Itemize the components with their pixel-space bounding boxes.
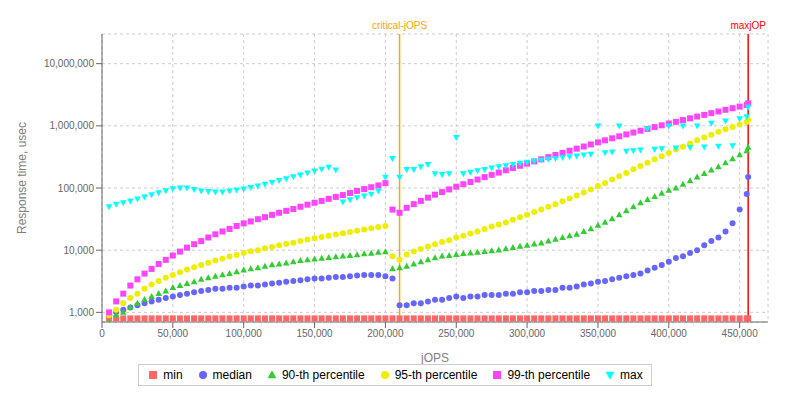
svg-text:10,000,000: 10,000,000 xyxy=(44,58,94,69)
svg-text:50,000: 50,000 xyxy=(158,328,189,339)
svg-text:400,000: 400,000 xyxy=(651,328,688,339)
svg-text:150,000: 150,000 xyxy=(296,328,333,339)
svg-text:Response time, usec: Response time, usec xyxy=(15,122,29,234)
html-text:99-th percentile: 99-th percentile xyxy=(507,368,591,382)
svg-text:100,000: 100,000 xyxy=(58,183,95,194)
svg-text:0: 0 xyxy=(99,328,105,339)
svg-text:1,000,000: 1,000,000 xyxy=(50,120,95,131)
html-text:min: min xyxy=(163,368,183,382)
svg-text:critical-jOPS: critical-jOPS xyxy=(372,20,427,31)
svg-text:100,000: 100,000 xyxy=(226,328,263,339)
svg-text:350,000: 350,000 xyxy=(580,328,617,339)
svg-text:450,000: 450,000 xyxy=(722,328,759,339)
html-text:95-th percentile: 95-th percentile xyxy=(394,368,478,382)
svg-text:maxjOP: maxjOP xyxy=(730,20,766,31)
html-text:median: median xyxy=(212,368,252,382)
svg-text:1,000: 1,000 xyxy=(69,307,94,318)
svg-text:10,000: 10,000 xyxy=(63,245,94,256)
svg-text:300,000: 300,000 xyxy=(509,328,546,339)
html-text:max: max xyxy=(620,368,643,382)
svg-text:200,000: 200,000 xyxy=(367,328,404,339)
svg-text:jOPS: jOPS xyxy=(420,351,449,365)
svg-text:250,000: 250,000 xyxy=(438,328,475,339)
html-text:90-th percentile: 90-th percentile xyxy=(281,368,365,382)
